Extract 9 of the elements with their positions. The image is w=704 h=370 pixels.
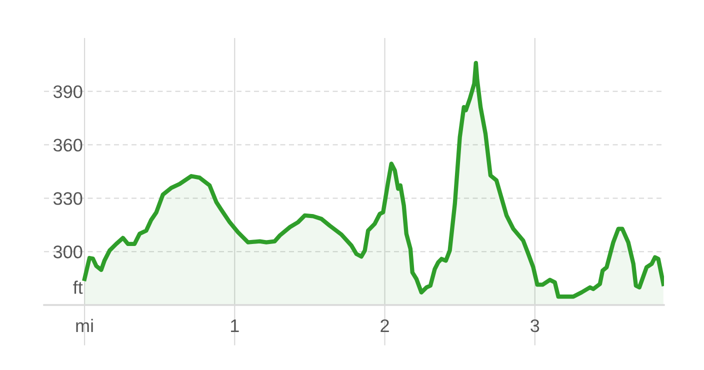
- y-tick-label: 330: [53, 192, 82, 205]
- y-tick-label: ft: [73, 280, 83, 294]
- x-tick-label: 3: [530, 319, 540, 332]
- x-tick-label: 1: [231, 320, 239, 332]
- y-tick-label: 300: [53, 246, 82, 258]
- x-tick-label: 2: [380, 319, 389, 332]
- y-tick-label: 390: [53, 85, 82, 98]
- x-tick-label: mi: [76, 318, 93, 332]
- y-tick-label: 360: [53, 138, 82, 152]
